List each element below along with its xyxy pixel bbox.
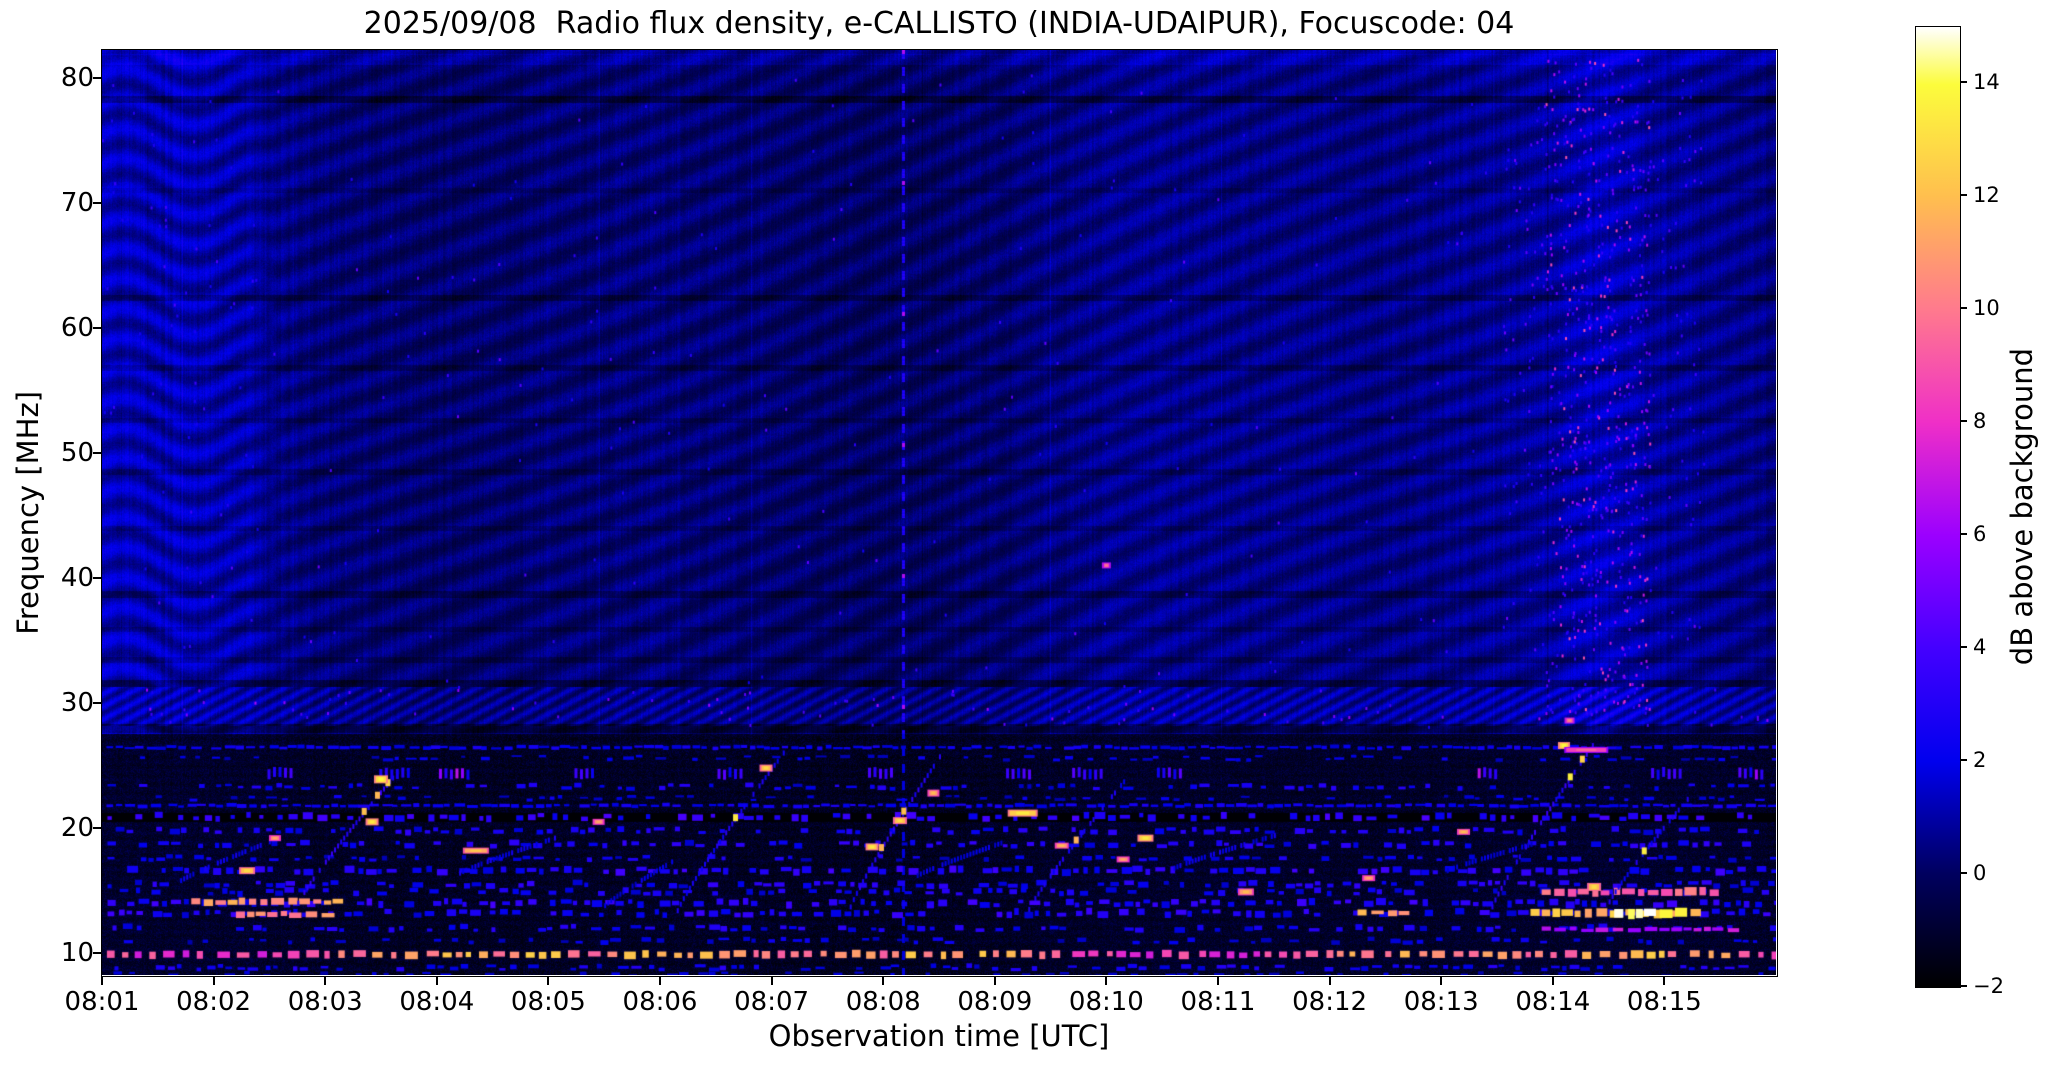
x-tick-label: 08:02 (176, 987, 252, 1017)
colorbar-tick-mark (1960, 81, 1967, 84)
colorbar-tick-label: 0 (1973, 861, 1987, 886)
colorbar-tick-label: 2 (1973, 748, 1987, 773)
y-tick-mark (93, 201, 102, 204)
x-tick-label: 08:06 (622, 987, 698, 1017)
y-tick-mark (93, 576, 102, 579)
y-tick-label: 40 (60, 562, 94, 593)
x-tick-mark (770, 976, 773, 985)
colorbar-tick-mark (1960, 307, 1967, 310)
y-tick-mark (93, 827, 102, 830)
y-tick-label: 50 (60, 437, 94, 468)
colorbar-tick-label: −2 (1973, 974, 2004, 998)
colorbar-tick-mark (1960, 646, 1967, 649)
colorbar-tick-label: 8 (1973, 409, 1987, 434)
x-tick-label: 08:03 (287, 987, 363, 1017)
chart-title: 2025/09/08 Radio flux density, e-CALLIST… (363, 6, 1515, 41)
colorbar-tick-label: 6 (1973, 522, 1987, 547)
x-tick-mark (882, 976, 885, 985)
x-tick-label: 08:13 (1403, 987, 1479, 1017)
colorbar-tick-mark (1960, 872, 1967, 875)
x-tick-label: 08:10 (1068, 987, 1144, 1017)
x-tick-label: 08:07 (734, 987, 810, 1017)
x-tick-mark (324, 976, 327, 985)
y-tick-mark (93, 451, 102, 454)
x-tick-label: 08:09 (957, 987, 1033, 1017)
x-axis-label: Observation time [UTC] (768, 1019, 1110, 1053)
x-tick-label: 08:12 (1292, 987, 1368, 1017)
x-tick-mark (1663, 976, 1666, 985)
y-tick-label: 20 (60, 813, 94, 844)
y-tick-label: 30 (60, 688, 94, 719)
x-tick-mark (435, 976, 438, 985)
colorbar-tick-label: 12 (1973, 183, 2000, 208)
x-tick-mark (659, 976, 661, 985)
x-tick-mark (1440, 976, 1443, 985)
y-tick-label: 80 (60, 62, 94, 93)
y-tick-label: 10 (60, 938, 94, 969)
x-tick-label: 08:04 (399, 987, 475, 1017)
x-tick-mark (1551, 976, 1554, 985)
x-tick-label: 08:05 (510, 987, 586, 1017)
colorbar-tick-label: 10 (1973, 296, 2000, 321)
y-tick-mark (93, 76, 102, 79)
x-tick-mark (101, 976, 103, 985)
x-tick-mark (1217, 976, 1219, 985)
colorbar-tick-mark (1960, 420, 1967, 423)
x-tick-label: 08:08 (845, 987, 921, 1017)
y-tick-label: 70 (60, 187, 94, 218)
x-tick-label: 08:15 (1626, 987, 1702, 1017)
x-tick-mark (212, 976, 215, 985)
colorbar-gradient (1915, 26, 1961, 988)
colorbar-tick-mark (1960, 194, 1967, 197)
y-tick-label: 60 (60, 312, 94, 343)
x-tick-mark (1328, 976, 1331, 985)
colorbar-label: dB above background (2005, 348, 2039, 666)
y-tick-mark (93, 952, 102, 955)
x-tick-label: 08:14 (1515, 987, 1591, 1017)
x-tick-label: 08:01 (64, 987, 140, 1017)
colorbar-tick-label: 4 (1973, 635, 1987, 660)
y-tick-mark (93, 326, 102, 329)
colorbar-tick-mark (1960, 759, 1967, 762)
colorbar-tick-mark (1960, 533, 1967, 536)
x-tick-mark (993, 976, 996, 985)
x-tick-label: 08:11 (1180, 987, 1256, 1017)
x-tick-mark (547, 976, 550, 985)
x-tick-mark (1105, 976, 1108, 985)
colorbar-tick-mark (1960, 985, 1967, 987)
colorbar-tick-label: 14 (1973, 70, 2000, 95)
spectrogram-canvas (102, 50, 1776, 975)
y-tick-mark (93, 702, 102, 705)
